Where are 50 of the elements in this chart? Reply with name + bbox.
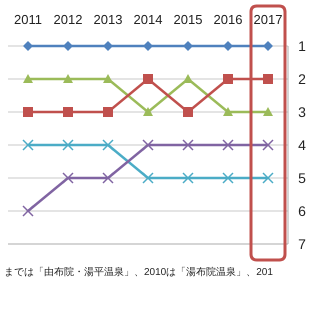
point bbox=[142, 139, 154, 151]
point bbox=[183, 41, 193, 51]
text: までは「由布院・湯平温泉」、2010は「湯布院温泉」、201 bbox=[4, 266, 274, 278]
point bbox=[62, 139, 74, 151]
point bbox=[23, 41, 33, 51]
point bbox=[182, 139, 194, 151]
point bbox=[223, 41, 233, 51]
x-tick-label: 2014 bbox=[134, 12, 162, 27]
y-tick-label: 2 bbox=[298, 71, 306, 87]
point bbox=[222, 172, 234, 184]
point bbox=[103, 74, 113, 83]
x-tick-label: 2011 bbox=[14, 12, 42, 27]
point bbox=[222, 139, 234, 151]
point bbox=[23, 107, 33, 117]
y-tick-label: 5 bbox=[298, 170, 306, 186]
x-tick-label: 2016 bbox=[214, 12, 242, 27]
x-tick-label: 2015 bbox=[174, 12, 202, 27]
point bbox=[143, 107, 153, 116]
point bbox=[263, 41, 273, 51]
x-tick-label: 2017 bbox=[254, 12, 282, 27]
point bbox=[263, 74, 273, 84]
x-tick-label: 2012 bbox=[54, 12, 82, 27]
point bbox=[182, 172, 194, 184]
point bbox=[142, 172, 154, 184]
point bbox=[262, 139, 274, 151]
point bbox=[63, 74, 73, 83]
point bbox=[183, 107, 193, 117]
point bbox=[63, 41, 73, 51]
point bbox=[22, 139, 34, 151]
point bbox=[63, 107, 73, 117]
y-tick-label: 1 bbox=[298, 38, 306, 54]
point bbox=[103, 41, 113, 51]
point bbox=[102, 139, 114, 151]
y-tick-label: 7 bbox=[298, 236, 306, 252]
point bbox=[143, 41, 153, 51]
point bbox=[262, 172, 274, 184]
point bbox=[223, 107, 233, 116]
point bbox=[102, 172, 114, 184]
point bbox=[62, 172, 74, 184]
point bbox=[22, 205, 34, 217]
x-tick-label: 2013 bbox=[94, 12, 122, 27]
point bbox=[263, 107, 273, 116]
point bbox=[143, 74, 153, 84]
y-tick-label: 6 bbox=[298, 203, 306, 219]
point bbox=[23, 74, 33, 83]
point bbox=[223, 74, 233, 84]
point bbox=[183, 74, 193, 83]
point bbox=[103, 107, 113, 117]
y-tick-label: 4 bbox=[298, 137, 306, 153]
y-tick-label: 3 bbox=[298, 104, 306, 120]
